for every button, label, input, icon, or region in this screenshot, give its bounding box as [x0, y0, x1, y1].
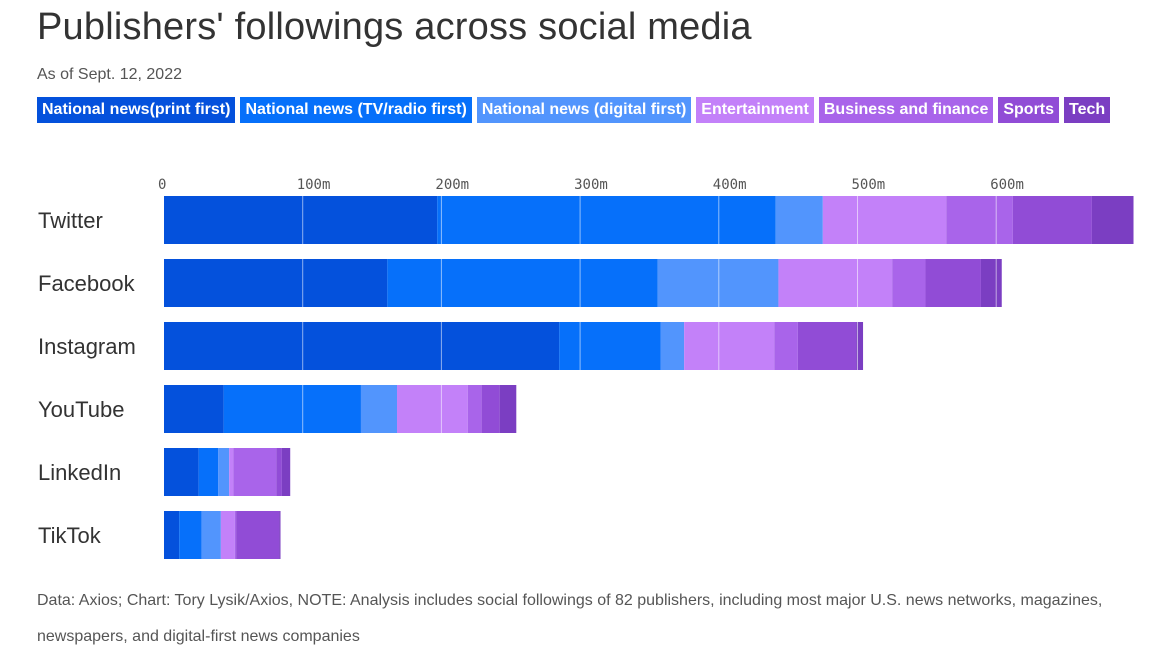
stacked-bar-chart: 0 100m 200m 300m 400m 500m 600m Twitter Facebook…	[38, 177, 1134, 559]
bar-segment	[467, 385, 482, 433]
bar-segment	[946, 196, 1013, 244]
bar-segment	[1012, 196, 1092, 244]
bar-segment	[387, 259, 658, 307]
bar-segment	[164, 385, 224, 433]
bar-segment	[279, 511, 281, 559]
bar-segment	[164, 448, 199, 496]
bar-segment	[218, 448, 230, 496]
legend-item: Entertainment	[696, 97, 814, 123]
bar-segment	[281, 448, 291, 496]
category-label: Facebook	[38, 271, 136, 296]
legend-item: National news (TV/radio first)	[240, 97, 472, 123]
category-label: TikTok	[38, 523, 102, 548]
bar-segment	[179, 511, 202, 559]
x-tick-label: 500m	[852, 177, 886, 193]
bar-segment	[223, 385, 361, 433]
bar-segment	[481, 385, 500, 433]
bar-segment	[220, 511, 235, 559]
bar-segment	[229, 448, 234, 496]
bar-segment	[234, 511, 237, 559]
footnote: Data: Axios; Chart: Tory Lysik/Axios, NO…	[37, 592, 1103, 645]
category-label: YouTube	[38, 397, 124, 422]
bar-segment	[360, 385, 398, 433]
bar-segment	[236, 511, 280, 559]
bar-segment	[164, 322, 560, 370]
legend: National news(print first) National news …	[37, 97, 1137, 123]
x-tick-label: 0	[158, 177, 166, 193]
legend-item: National news(print first)	[37, 97, 236, 123]
bar-segment	[892, 259, 926, 307]
bar-segment	[198, 448, 219, 496]
bar-segment	[276, 448, 282, 496]
x-tick-label: 300m	[574, 177, 608, 193]
legend-item: Sports	[998, 97, 1060, 123]
category-label: Twitter	[38, 208, 103, 233]
bar-segment	[164, 259, 388, 307]
bar-segment	[684, 322, 775, 370]
x-tick-label: 200m	[435, 177, 469, 193]
legend-item: Tech	[1064, 97, 1111, 123]
bar-segment	[164, 511, 180, 559]
category-label: Instagram	[38, 334, 136, 359]
bar-segment	[437, 196, 776, 244]
bar-segment	[233, 448, 277, 496]
bar-segment	[164, 196, 438, 244]
x-tick-label: 400m	[713, 177, 747, 193]
bar-segment	[1091, 196, 1134, 244]
x-tick-label: 600m	[990, 177, 1024, 193]
bar-segment	[775, 196, 823, 244]
bar-segment	[397, 385, 468, 433]
legend-item: Business and finance	[818, 97, 994, 123]
legend-item: National news (digital first)	[476, 97, 692, 123]
bar-segment	[856, 322, 864, 370]
x-tick-label: 100m	[297, 177, 331, 193]
bar-segment	[778, 259, 893, 307]
chart-subtitle: As of Sept. 12, 2022	[37, 66, 182, 83]
category-label: LinkedIn	[38, 460, 121, 485]
bar-segment	[774, 322, 798, 370]
bar-segment	[980, 259, 1002, 307]
bar-segment	[559, 322, 661, 370]
chart-title: Publishers' followings across social med…	[37, 6, 752, 48]
bar-segment	[499, 385, 517, 433]
bar-segment	[822, 196, 947, 244]
bar-segment	[925, 259, 981, 307]
bar-segment	[660, 322, 685, 370]
bar-segment	[797, 322, 857, 370]
bar-segment	[201, 511, 221, 559]
bar-segment	[657, 259, 779, 307]
